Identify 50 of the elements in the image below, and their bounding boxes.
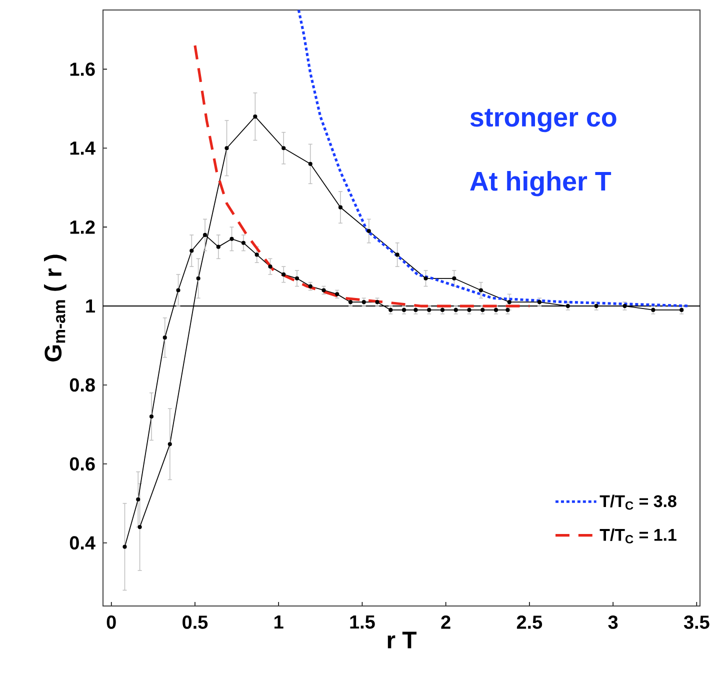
x-axis-title: r T xyxy=(388,632,416,648)
point xyxy=(282,146,286,150)
y-tick-label: 0.4 xyxy=(70,536,96,550)
x-tick-label: 3.5 xyxy=(684,615,710,629)
point xyxy=(282,272,286,276)
y-tick-label: 0.6 xyxy=(70,457,95,471)
x-tick-label: 2.5 xyxy=(516,615,542,629)
point xyxy=(254,252,259,257)
point xyxy=(216,244,220,249)
y-tick-label: 1 xyxy=(86,300,95,313)
y-tick-label: 1.6 xyxy=(70,62,95,76)
point xyxy=(190,248,194,253)
y-tick-label: 0.8 xyxy=(70,378,95,392)
point xyxy=(366,228,371,234)
point xyxy=(230,236,234,241)
point xyxy=(335,292,340,296)
x-tick-label: 0 xyxy=(106,615,116,629)
point xyxy=(253,114,258,119)
point xyxy=(338,205,343,210)
point xyxy=(224,146,229,150)
point xyxy=(162,336,167,340)
x-tick-label: 3 xyxy=(608,615,618,629)
point xyxy=(268,264,272,269)
y-tick-label: 1.4 xyxy=(70,142,96,155)
point xyxy=(149,414,154,419)
legend-label: T/T$_{C}$ = 3.8 xyxy=(600,494,676,510)
point xyxy=(176,288,180,292)
annotation: stronger co xyxy=(470,108,616,132)
legend-label: T/T$_{C}$ = 1.1 xyxy=(600,528,676,544)
point xyxy=(452,276,456,280)
point xyxy=(168,442,172,446)
y-axis-title: G$_{m-am}$ ( r ) xyxy=(44,254,66,362)
point xyxy=(294,276,300,280)
point xyxy=(241,240,246,245)
point xyxy=(308,162,312,166)
point xyxy=(122,544,127,549)
x-tick-label: 2 xyxy=(441,615,450,629)
point xyxy=(202,232,208,238)
point xyxy=(395,252,400,257)
point xyxy=(424,276,428,280)
x-tick-label: 0.5 xyxy=(182,615,208,629)
annotation: At higher T xyxy=(470,171,612,196)
x-tick-label: 1 xyxy=(274,616,284,629)
point xyxy=(308,284,312,288)
point xyxy=(322,288,326,292)
point xyxy=(136,497,140,502)
x-tick-label: 1.5 xyxy=(350,616,375,629)
y-tick-label: 1.2 xyxy=(70,220,95,234)
point xyxy=(478,288,483,292)
point xyxy=(196,276,200,280)
